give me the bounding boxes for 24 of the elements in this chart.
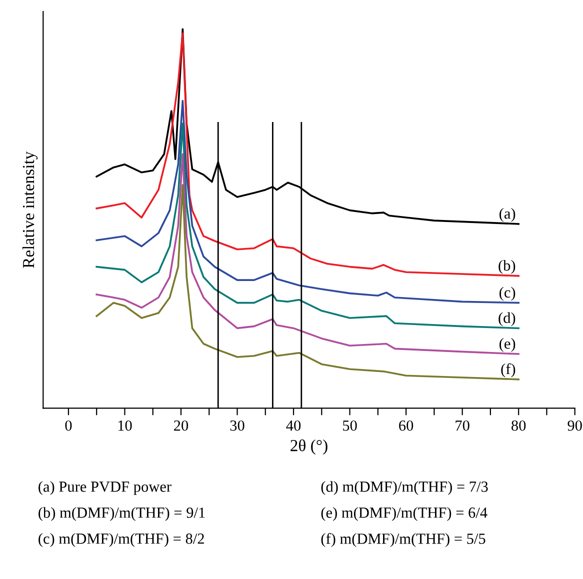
- x-tick-label: 60: [399, 420, 414, 431]
- series-label: (a): [500, 208, 516, 222]
- x-axis-title: 2θ (°): [290, 439, 328, 455]
- text: (d) m(DMF)/m(THF) = 7/3: [321, 481, 488, 495]
- x-tick-label: 80: [512, 420, 526, 431]
- y-axis-title: Relative intensity: [22, 151, 38, 268]
- series-label: (b): [498, 260, 516, 274]
- series-label: (d): [498, 312, 516, 326]
- x-tick-label: 40: [286, 420, 301, 431]
- text: (e) m(DMF)/m(THF) = 6/4: [321, 507, 488, 521]
- series-label: (f): [501, 363, 516, 378]
- text: (b) m(DMF)/m(THF) = 9/1: [38, 507, 205, 521]
- x-tick-label: 90: [568, 420, 582, 431]
- series-label: (e): [500, 338, 516, 352]
- x-tick-label: 50: [343, 420, 357, 431]
- x-tick-label: 70: [456, 420, 470, 431]
- x-tick-label: 20: [174, 420, 188, 431]
- text: (c) m(DMF)/m(THF) = 8/2: [38, 533, 204, 547]
- x-tick-label: 0: [65, 420, 72, 431]
- series-label: (c): [500, 286, 516, 301]
- text: (a) Pure PVDF power: [38, 481, 172, 495]
- x-tick-label: 30: [230, 420, 244, 431]
- text: (f) m(DMF)/m(THF) = 5/5: [321, 532, 486, 548]
- x-tick-label: 10: [118, 420, 132, 431]
